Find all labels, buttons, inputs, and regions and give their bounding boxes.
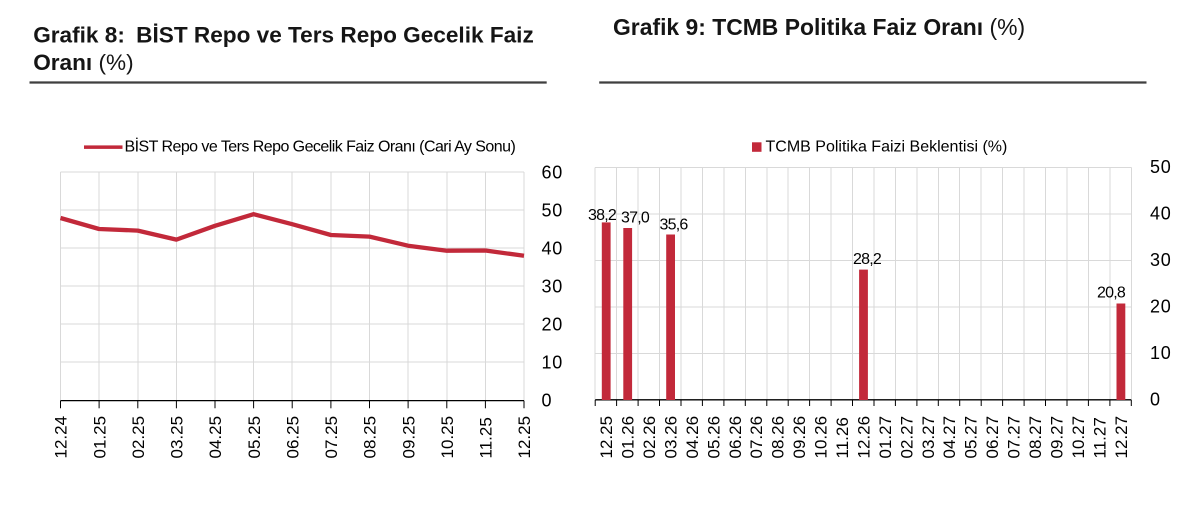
- svg-text:10: 10: [1150, 343, 1172, 363]
- svg-text:28,2: 28,2: [853, 251, 882, 268]
- svg-text:07.27: 07.27: [1005, 416, 1024, 459]
- svg-text:08.26: 08.26: [769, 416, 788, 459]
- svg-text:BİST Repo ve Ters Repo Gecelik: BİST Repo ve Ters Repo Gecelik Faiz Oran…: [125, 137, 516, 156]
- svg-text:06.27: 06.27: [983, 416, 1002, 459]
- svg-text:Oranı (%): Oranı (%): [33, 50, 133, 75]
- svg-text:0: 0: [1150, 389, 1161, 409]
- svg-text:40: 40: [1150, 203, 1172, 223]
- svg-text:11.25: 11.25: [477, 417, 496, 458]
- svg-text:40: 40: [542, 239, 564, 259]
- svg-text:02.27: 02.27: [897, 416, 916, 459]
- svg-text:03.25: 03.25: [168, 416, 187, 459]
- svg-text:02.25: 02.25: [129, 416, 148, 459]
- svg-text:30: 30: [542, 277, 564, 297]
- svg-text:05.26: 05.26: [704, 416, 723, 459]
- svg-text:07.26: 07.26: [747, 416, 766, 459]
- svg-text:12.24: 12.24: [52, 416, 71, 459]
- svg-text:TCMB Politika Faizi Beklentisi: TCMB Politika Faizi Beklentisi (%): [766, 139, 1008, 156]
- svg-text:12.25: 12.25: [515, 416, 534, 459]
- svg-text:01.25: 01.25: [90, 416, 109, 459]
- svg-text:04.25: 04.25: [206, 416, 225, 459]
- svg-text:10.26: 10.26: [812, 416, 831, 459]
- svg-text:08.27: 08.27: [1026, 416, 1045, 459]
- svg-text:09.25: 09.25: [399, 416, 418, 459]
- svg-text:11.27: 11.27: [1090, 417, 1109, 458]
- svg-text:11.26: 11.26: [833, 417, 852, 458]
- svg-text:0: 0: [542, 391, 553, 411]
- svg-text:03.27: 03.27: [919, 416, 938, 459]
- svg-text:30: 30: [1150, 250, 1172, 270]
- svg-text:01.27: 01.27: [876, 416, 895, 459]
- svg-text:20,8: 20,8: [1097, 285, 1126, 302]
- svg-text:12.26: 12.26: [855, 416, 874, 459]
- svg-text:03.26: 03.26: [662, 416, 681, 459]
- svg-text:07.25: 07.25: [322, 416, 341, 459]
- svg-text:50: 50: [542, 201, 564, 221]
- svg-text:09.27: 09.27: [1047, 416, 1066, 459]
- svg-text:06.25: 06.25: [283, 416, 302, 459]
- svg-text:10.27: 10.27: [1069, 416, 1088, 459]
- svg-text:Grafik 9: TCMB Politika Faiz O: Grafik 9: TCMB Politika Faiz Oranı (%): [613, 14, 1025, 40]
- svg-text:04.27: 04.27: [940, 416, 959, 459]
- svg-text:60: 60: [542, 163, 564, 183]
- svg-text:20: 20: [542, 315, 564, 335]
- svg-text:01.26: 01.26: [619, 416, 638, 459]
- svg-text:37,0: 37,0: [621, 210, 650, 227]
- svg-text:38,2: 38,2: [588, 207, 617, 224]
- svg-text:08.25: 08.25: [361, 416, 380, 459]
- svg-text:20: 20: [1150, 296, 1172, 316]
- svg-text:10.25: 10.25: [438, 416, 457, 459]
- svg-text:50: 50: [1150, 157, 1172, 177]
- svg-text:06.26: 06.26: [726, 416, 745, 459]
- svg-text:04.26: 04.26: [683, 416, 702, 459]
- svg-text:10: 10: [542, 353, 564, 373]
- svg-text:09.26: 09.26: [790, 416, 809, 459]
- svg-text:12.27: 12.27: [1112, 416, 1131, 459]
- svg-text:35,6: 35,6: [660, 217, 689, 234]
- svg-text:12.25: 12.25: [597, 416, 616, 459]
- svg-text:Grafik 8: BİST Repo ve Ters Re: Grafik 8: BİST Repo ve Ters Repo Gecelik…: [33, 23, 534, 48]
- svg-text:02.26: 02.26: [640, 416, 659, 459]
- svg-text:05.27: 05.27: [962, 416, 981, 459]
- svg-text:05.25: 05.25: [245, 416, 264, 459]
